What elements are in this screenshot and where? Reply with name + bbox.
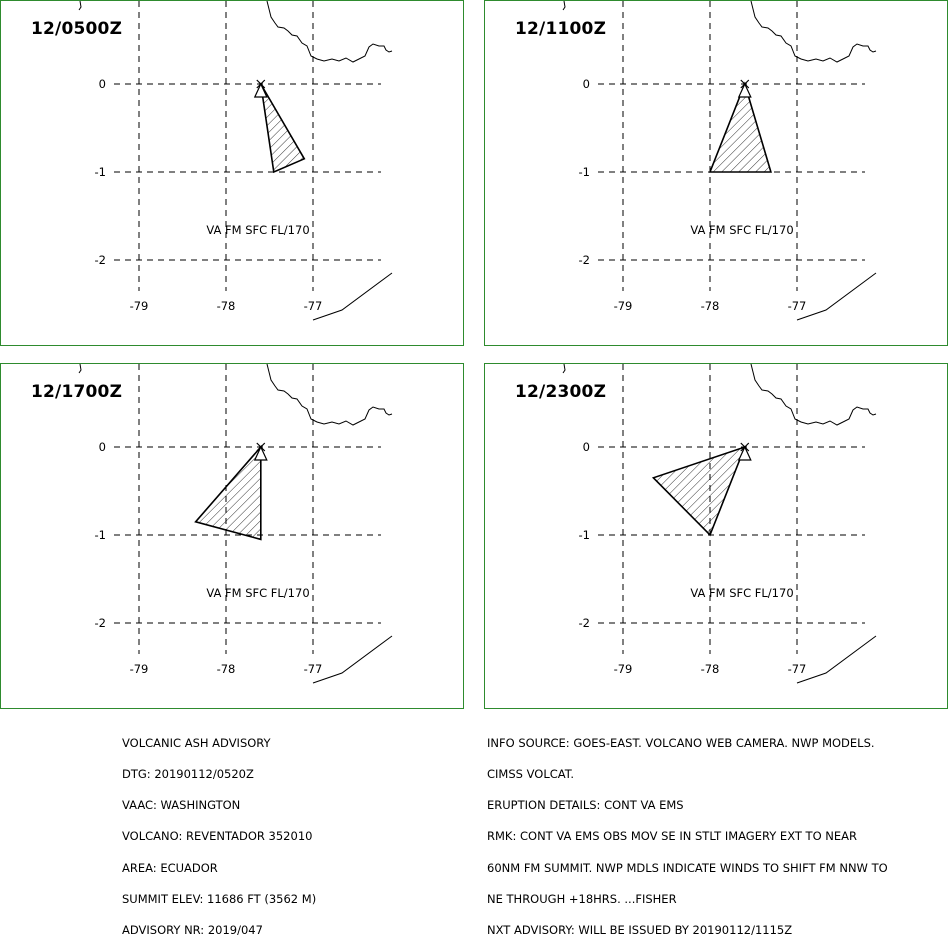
ash-cloud-polygon bbox=[708, 81, 772, 173]
lat-tick-label: -1 bbox=[95, 528, 106, 542]
lat-tick-label: 0 bbox=[99, 77, 106, 91]
advisory-right-block: INFO SOURCE: GOES-EAST. VOLCANO WEB CAME… bbox=[487, 717, 888, 946]
coastline bbox=[750, 364, 877, 426]
lat-tick-label: -2 bbox=[95, 253, 106, 267]
coastline-fragment bbox=[562, 1, 566, 11]
volcano-triangle-icon bbox=[737, 445, 752, 461]
volcano-summit-icon bbox=[740, 79, 750, 89]
advisory-line: VAAC: WASHINGTON bbox=[122, 798, 241, 813]
lon-tick-label: -78 bbox=[701, 662, 720, 676]
flight-level-label: VA FM SFC FL/170 bbox=[690, 586, 793, 600]
coastline bbox=[750, 1, 877, 63]
lat-tick-label: 0 bbox=[583, 77, 590, 91]
map-canvas: 0 -1 -2 -79 -78 -77 VA FM SFC FL/170 bbox=[562, 364, 877, 684]
advisory-line: ERUPTION DETAILS: CONT VA EMS bbox=[487, 798, 684, 813]
volcano-triangle-icon bbox=[253, 445, 268, 461]
advisory-line: AREA: ECUADOR bbox=[122, 860, 218, 875]
coastline-fragment bbox=[562, 364, 566, 374]
panel-time-title: 12/1700Z bbox=[31, 382, 123, 402]
map-panel: 0 -1 -2 -79 -78 -77 VA FM SFC FL/170 12/2300Z bbox=[484, 363, 948, 709]
lon-tick-label: -77 bbox=[788, 299, 807, 313]
advisory-line: ADVISORY NR: 2019/047 bbox=[122, 923, 263, 938]
lon-tick-label: -78 bbox=[217, 299, 236, 313]
lat-tick-label: -2 bbox=[579, 253, 590, 267]
lat-tick-label: 0 bbox=[583, 440, 590, 454]
advisory-line: NXT ADVISORY: WILL BE ISSUED BY 20190112… bbox=[487, 923, 793, 938]
advisory-line: SUMMIT ELEV: 11686 FT (3562 M) bbox=[122, 891, 317, 906]
lat-tick-label: 0 bbox=[99, 440, 106, 454]
advisory-line: RMK: CONT VA EMS OBS MOV SE IN STLT IMAG… bbox=[487, 829, 858, 844]
lon-tick-label: -79 bbox=[130, 299, 149, 313]
lat-tick-label: -1 bbox=[95, 165, 106, 179]
panel-time-title: 12/1100Z bbox=[515, 19, 607, 39]
lat-tick-label: -1 bbox=[579, 528, 590, 542]
map-canvas: 0 -1 -2 -79 -78 -77 VA FM SFC FL/170 bbox=[562, 1, 877, 321]
ash-cloud-polygon bbox=[651, 445, 747, 537]
coastline bbox=[266, 1, 393, 63]
border-line bbox=[312, 635, 393, 684]
lat-tick-label: -1 bbox=[579, 165, 590, 179]
lon-tick-label: -77 bbox=[304, 299, 323, 313]
advisory-line: 60NM FM SUMMIT. NWP MDLS INDICATE WINDS … bbox=[487, 860, 888, 875]
coastline-fragment bbox=[78, 1, 82, 11]
lon-tick-label: -77 bbox=[788, 662, 807, 676]
map-panel: 0 -1 -2 -79 -78 -77 VA FM SFC FL/170 12/1100Z bbox=[484, 0, 948, 346]
advisory-line: NE THROUGH +18HRS. ...FISHER bbox=[487, 891, 677, 906]
lon-tick-label: -79 bbox=[614, 662, 633, 676]
panel-time-title: 12/2300Z bbox=[515, 382, 607, 402]
advisory-line: CIMSS VOLCAT. bbox=[487, 767, 575, 782]
advisory-line: DTG: 20190112/0520Z bbox=[122, 767, 254, 782]
advisory-line: VOLCANO: REVENTADOR 352010 bbox=[122, 829, 313, 844]
ash-cloud-polygon bbox=[260, 83, 306, 174]
advisory-left-block: VOLCANIC ASH ADVISORY DTG: 20190112/0520… bbox=[122, 717, 316, 946]
flight-level-label: VA FM SFC FL/170 bbox=[690, 223, 793, 237]
lon-tick-label: -78 bbox=[217, 662, 236, 676]
ash-cloud-polygon bbox=[194, 444, 262, 541]
map-canvas: 0 -1 -2 -79 -78 -77 VA FM SFC FL/170 bbox=[78, 1, 393, 321]
map-panel: 0 -1 -2 -79 -78 -77 VA FM SFC FL/170 12/0500Z bbox=[0, 0, 464, 346]
volcano-summit-icon bbox=[256, 79, 266, 89]
panel-time-title: 12/0500Z bbox=[31, 19, 123, 39]
coastline-fragment bbox=[78, 364, 82, 374]
map-panel: 0 -1 -2 -79 -78 -77 VA FM SFC FL/170 12/1700Z bbox=[0, 363, 464, 709]
volcano-triangle-icon bbox=[253, 82, 268, 98]
flight-level-label: VA FM SFC FL/170 bbox=[206, 223, 309, 237]
volcano-summit-icon bbox=[256, 442, 266, 452]
map-canvas: 0 -1 -2 -79 -78 -77 VA FM SFC FL/170 bbox=[78, 364, 393, 684]
lat-tick-label: -2 bbox=[95, 616, 106, 630]
border-line bbox=[796, 635, 877, 684]
lon-tick-label: -79 bbox=[614, 299, 633, 313]
advisory-line: VOLCANIC ASH ADVISORY bbox=[122, 735, 271, 750]
lat-tick-label: -2 bbox=[579, 616, 590, 630]
lon-tick-label: -77 bbox=[304, 662, 323, 676]
border-line bbox=[312, 272, 393, 321]
advisory-line: INFO SOURCE: GOES-EAST. VOLCANO WEB CAME… bbox=[487, 735, 875, 750]
volcano-summit-icon bbox=[740, 442, 750, 452]
coastline bbox=[266, 364, 393, 426]
flight-level-label: VA FM SFC FL/170 bbox=[206, 586, 309, 600]
lon-tick-label: -78 bbox=[701, 299, 720, 313]
lon-tick-label: -79 bbox=[130, 662, 149, 676]
border-line bbox=[796, 272, 877, 321]
volcano-triangle-icon bbox=[737, 82, 752, 98]
